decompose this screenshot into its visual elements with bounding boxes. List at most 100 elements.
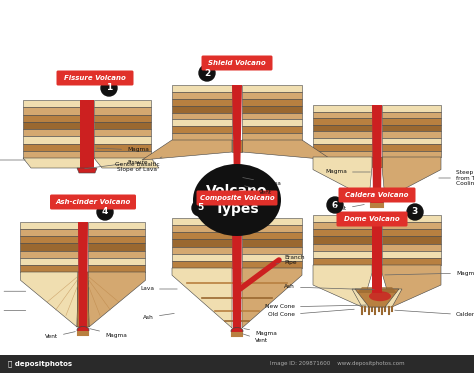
Text: Magma: Magma (325, 169, 370, 175)
Polygon shape (313, 138, 372, 144)
Polygon shape (382, 258, 441, 265)
Polygon shape (172, 268, 232, 328)
Polygon shape (313, 222, 372, 229)
Text: Fine Ash: Fine Ash (0, 308, 26, 313)
Polygon shape (172, 133, 232, 140)
Polygon shape (94, 158, 159, 168)
Polygon shape (20, 222, 78, 229)
Polygon shape (172, 239, 232, 247)
Text: Fissure Volcano: Fissure Volcano (64, 75, 126, 81)
Polygon shape (172, 247, 232, 254)
Polygon shape (242, 92, 302, 99)
Polygon shape (23, 115, 80, 122)
Polygon shape (23, 158, 88, 168)
Polygon shape (20, 272, 78, 327)
FancyBboxPatch shape (337, 211, 408, 226)
Polygon shape (382, 251, 441, 258)
Polygon shape (94, 129, 151, 136)
Polygon shape (88, 258, 146, 265)
Text: Vent: Vent (334, 204, 365, 211)
FancyBboxPatch shape (50, 194, 136, 210)
Polygon shape (382, 229, 441, 236)
Ellipse shape (193, 164, 281, 236)
Text: Ash-cinder Volcano: Ash-cinder Volcano (55, 199, 131, 205)
Polygon shape (313, 265, 372, 307)
Text: Magma: Magma (385, 270, 474, 276)
Polygon shape (242, 232, 302, 239)
Polygon shape (242, 85, 302, 92)
Polygon shape (172, 106, 232, 113)
Polygon shape (313, 112, 372, 118)
Polygon shape (23, 151, 80, 158)
Text: ⓘ depositphotos: ⓘ depositphotos (8, 361, 72, 367)
Text: Composite Volcano: Composite Volcano (200, 195, 274, 201)
Polygon shape (382, 222, 441, 229)
Circle shape (199, 65, 215, 81)
Polygon shape (20, 265, 78, 272)
Text: Gentle Basaltic
Slope of Lava: Gentle Basaltic Slope of Lava (115, 157, 162, 172)
Polygon shape (88, 265, 146, 272)
Text: 3: 3 (412, 207, 418, 216)
Polygon shape (382, 125, 441, 131)
Polygon shape (313, 144, 372, 150)
Polygon shape (94, 107, 151, 115)
Polygon shape (313, 251, 372, 258)
Polygon shape (242, 254, 302, 261)
Polygon shape (242, 99, 302, 106)
Ellipse shape (370, 197, 384, 205)
Polygon shape (382, 144, 441, 150)
Circle shape (327, 197, 343, 213)
Polygon shape (313, 118, 372, 125)
Ellipse shape (77, 326, 89, 333)
Polygon shape (94, 115, 151, 122)
Text: Branch
Pipe: Branch Pipe (276, 255, 304, 266)
Polygon shape (94, 136, 151, 144)
Polygon shape (372, 215, 382, 293)
Polygon shape (172, 218, 232, 225)
Polygon shape (80, 100, 94, 171)
FancyBboxPatch shape (201, 56, 273, 70)
Text: Magma: Magma (244, 329, 277, 335)
Polygon shape (313, 236, 372, 244)
Polygon shape (242, 218, 302, 225)
Polygon shape (242, 261, 302, 268)
Polygon shape (382, 131, 441, 138)
Text: Vent: Vent (243, 334, 268, 342)
Text: Image ID: 209871600    www.depositphotos.com: Image ID: 209871600 www.depositphotos.co… (270, 361, 405, 367)
Polygon shape (20, 236, 78, 244)
Polygon shape (172, 85, 232, 92)
Polygon shape (142, 140, 232, 160)
Polygon shape (372, 157, 382, 167)
Polygon shape (20, 229, 78, 236)
Text: Gentle Basaltic
Slope of Lava: Gentle Basaltic Slope of Lava (0, 154, 25, 165)
Polygon shape (88, 251, 146, 258)
Polygon shape (172, 254, 232, 261)
Polygon shape (23, 100, 80, 107)
Polygon shape (242, 239, 302, 247)
Polygon shape (313, 125, 372, 131)
Polygon shape (20, 258, 78, 265)
Polygon shape (94, 100, 151, 107)
Polygon shape (88, 236, 146, 244)
Polygon shape (23, 129, 80, 136)
Polygon shape (313, 105, 372, 112)
Text: Magma: Magma (243, 178, 281, 185)
Polygon shape (23, 144, 80, 151)
Text: Cinder: Cinder (0, 289, 26, 294)
Polygon shape (242, 113, 302, 119)
Polygon shape (372, 105, 382, 204)
Text: Fissure: Fissure (85, 160, 147, 169)
Text: Lava: Lava (140, 286, 177, 292)
Ellipse shape (369, 291, 391, 301)
Polygon shape (242, 119, 302, 126)
Circle shape (407, 204, 423, 220)
Polygon shape (172, 225, 232, 232)
Polygon shape (242, 247, 302, 254)
Polygon shape (232, 85, 242, 182)
Text: Magma: Magma (90, 329, 127, 338)
Polygon shape (172, 232, 232, 239)
Polygon shape (313, 258, 372, 265)
Polygon shape (382, 112, 441, 118)
Polygon shape (20, 251, 78, 258)
Polygon shape (382, 157, 441, 199)
